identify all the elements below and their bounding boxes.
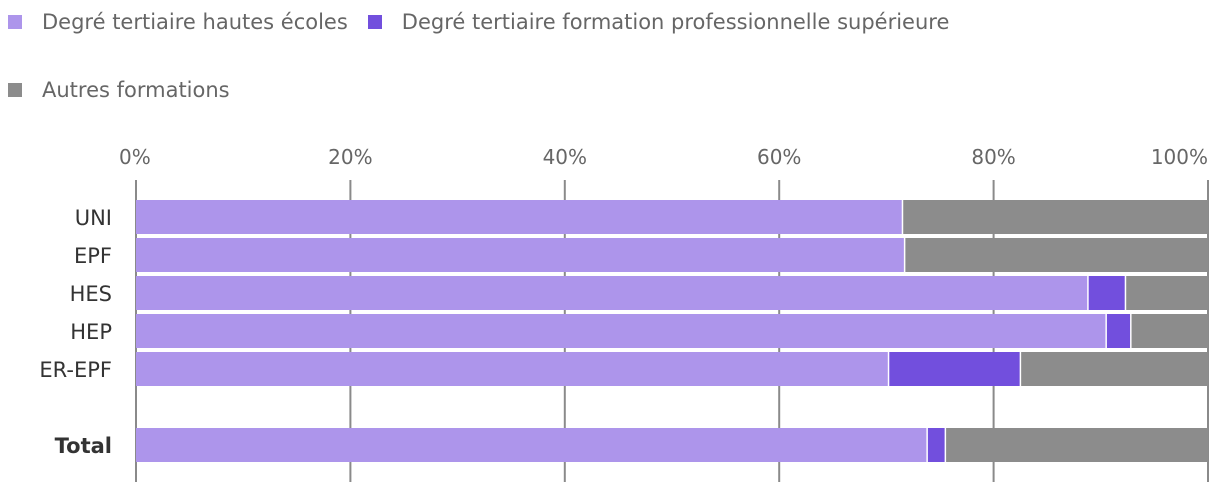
x-axis-ticks: 0% 20% 40% 60% 80% 100% [119,145,1208,169]
category-label-uni: UNI [75,206,112,230]
bar-er-epf-series-2[interactable] [1020,352,1208,386]
bar-epf-series-0[interactable] [136,238,905,272]
category-label-epf: EPF [74,244,112,268]
x-tick-label-4: 80% [971,145,1015,169]
bar-total-series-0[interactable] [136,428,928,462]
category-label-hes: HES [70,282,112,306]
legend: Degré tertiaire hautes écoles Degré tert… [8,8,1208,104]
legend-label-hautes-ecoles: Degré tertiaire hautes écoles [42,10,348,34]
bar-hes-series-2[interactable] [1125,276,1208,310]
legend-item-autres-formations[interactable]: Autres formations [8,76,230,104]
category-labels: UNI EPF HES HEP ER-EPF Total [39,206,112,458]
legend-item-hautes-ecoles[interactable]: Degré tertiaire hautes écoles [8,8,348,36]
bars-layer [136,200,1208,462]
bar-hep-series-0[interactable] [136,314,1107,348]
bar-er-epf-series-0[interactable] [136,352,889,386]
legend-label-autres-formations: Autres formations [42,78,230,102]
bar-hep-series-2[interactable] [1130,314,1208,348]
x-tick-label-2: 40% [543,145,587,169]
x-tick-label-0: 0% [119,145,151,169]
legend-swatch-formation-professionnelle [367,15,382,29]
category-label-er-epf: ER-EPF [39,358,112,382]
bar-epf-series-2[interactable] [904,238,1208,272]
bar-hes-series-0[interactable] [136,276,1088,310]
legend-swatch-hautes-ecoles [8,15,22,29]
bar-er-epf-series-1[interactable] [888,352,1021,386]
legend-swatch-autres-formations [8,83,22,97]
category-label-total: Total [55,434,112,458]
bar-uni-series-0[interactable] [136,200,903,234]
x-tick-label-5: 100% [1151,145,1208,169]
category-label-hep: HEP [70,320,112,344]
bar-uni-series-2[interactable] [902,200,1208,234]
bar-total-series-2[interactable] [945,428,1208,462]
x-tick-label-1: 20% [328,145,372,169]
bar-total-series-1[interactable] [927,428,946,462]
bar-hes-series-1[interactable] [1087,276,1126,310]
bar-hep-series-1[interactable] [1106,314,1131,348]
legend-item-formation-professionnelle[interactable]: Degré tertiaire formation professionnell… [367,8,950,36]
x-tick-label-3: 60% [757,145,801,169]
legend-label-formation-professionnelle: Degré tertiaire formation professionnell… [401,10,950,34]
